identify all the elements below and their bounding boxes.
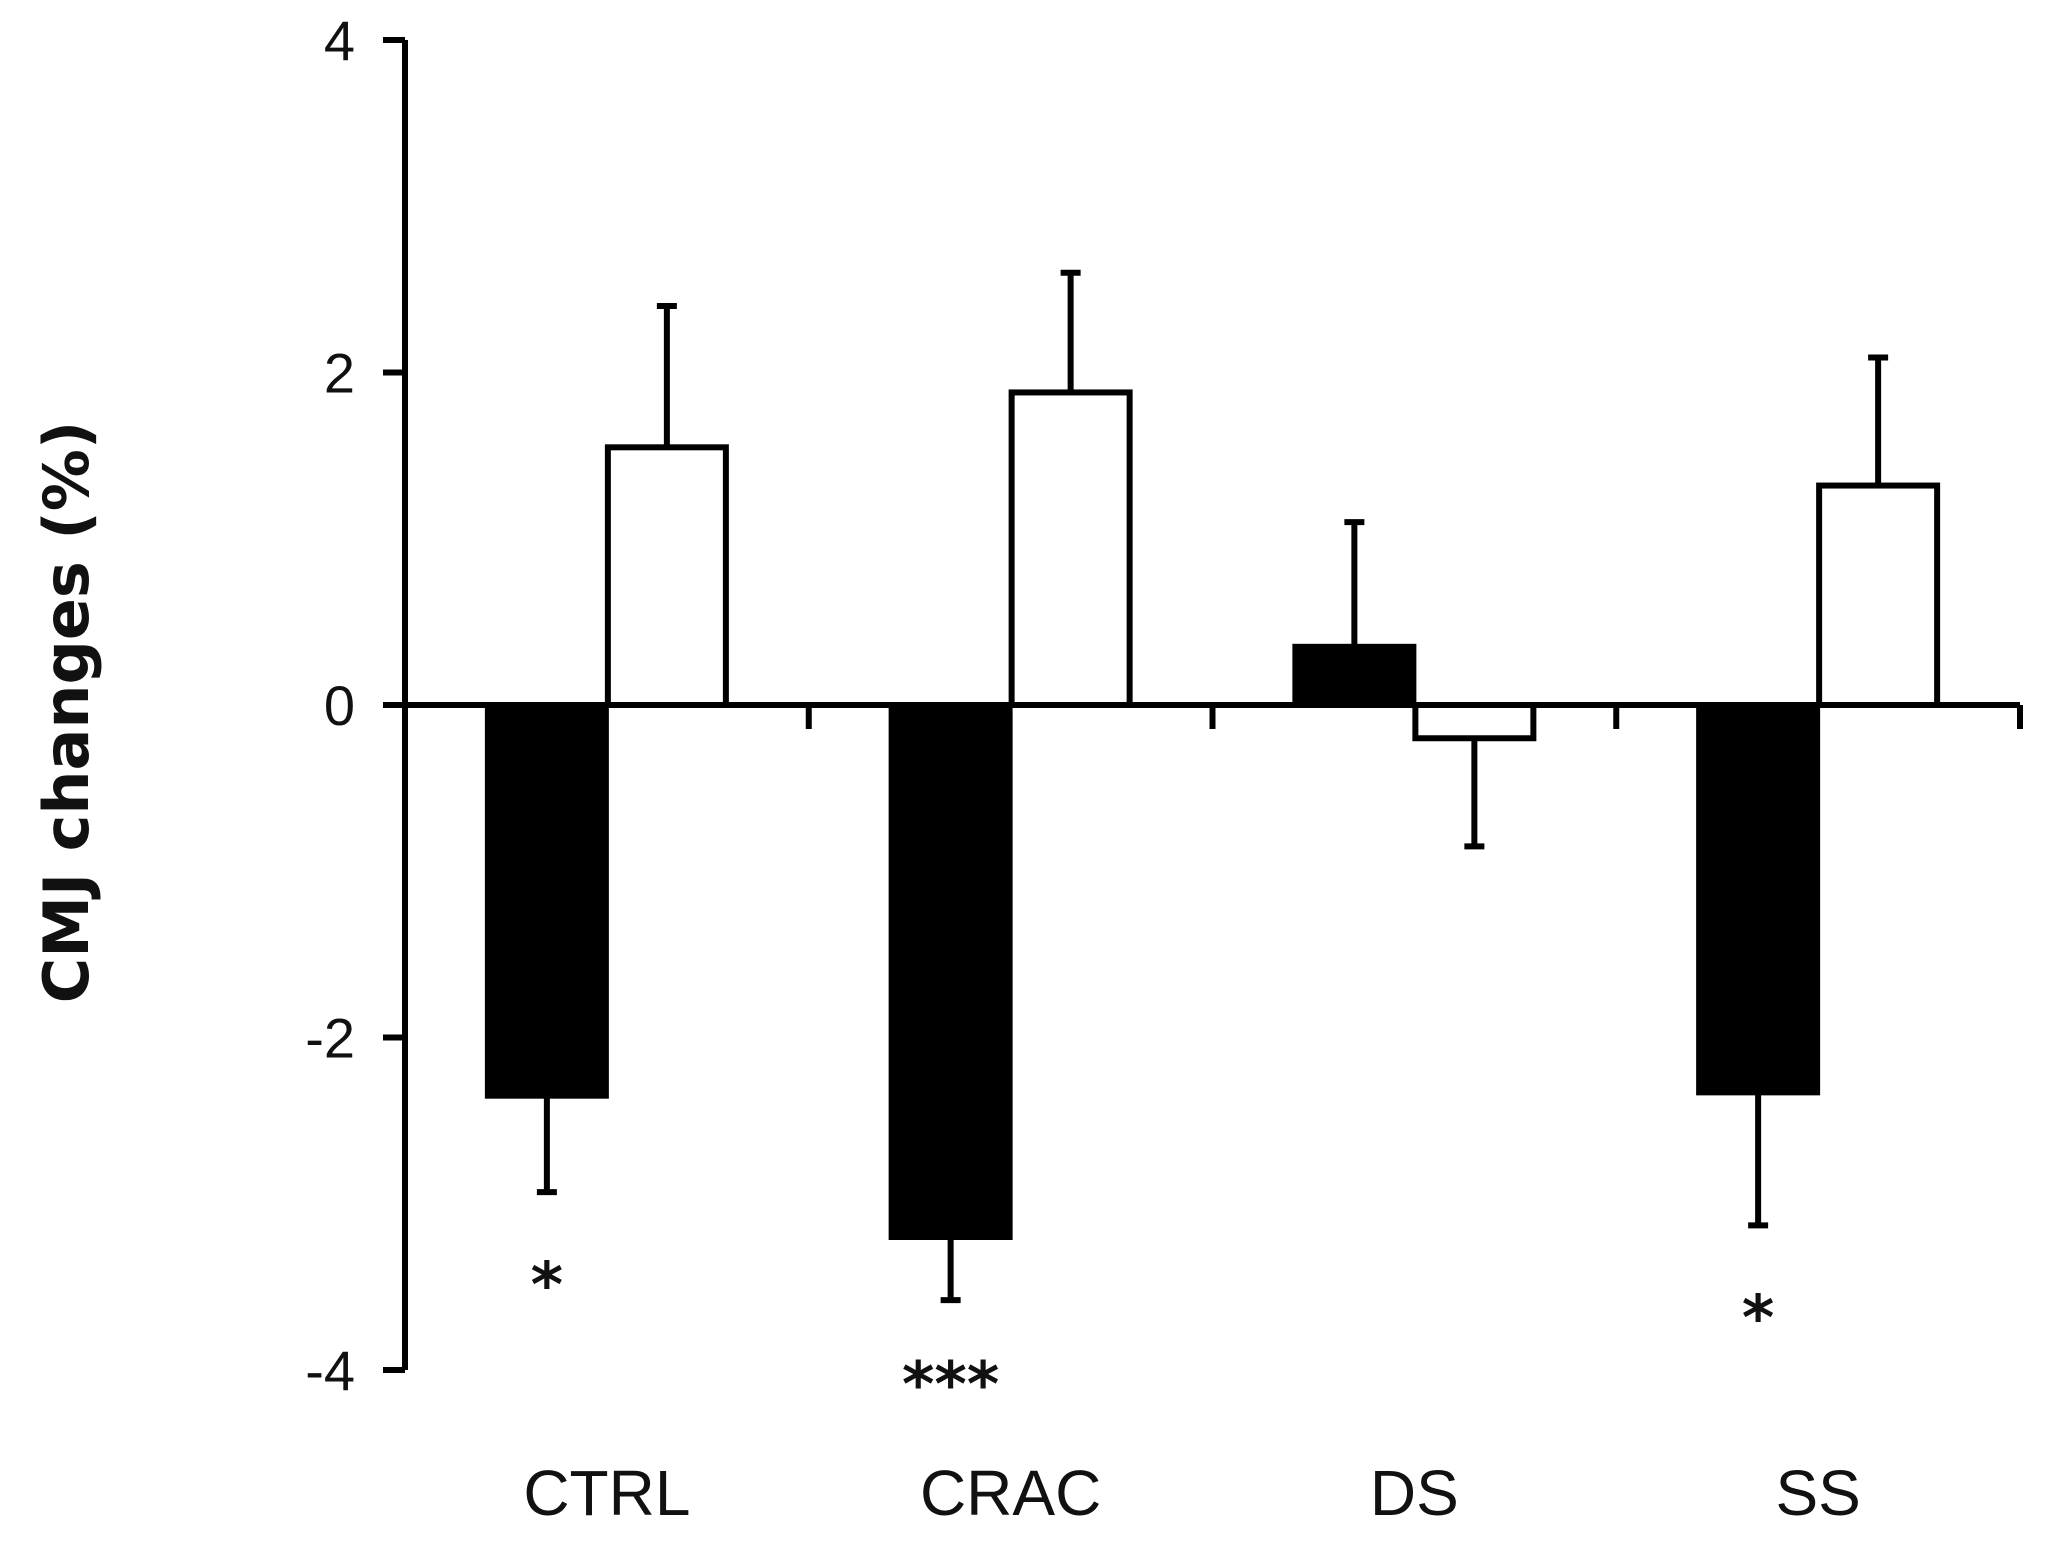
bar-series-2-ds xyxy=(1412,702,1537,742)
y-tick-label: 0 xyxy=(324,674,355,737)
bar-series-2-ss xyxy=(1816,482,1941,708)
bars xyxy=(484,269,1941,1304)
bar-series-1-ss xyxy=(1696,702,1821,1096)
y-axis-title: CMJ changes (%) xyxy=(30,421,103,1003)
x-category-label-crac: CRAC xyxy=(920,1457,1101,1529)
bar-series-1-ds xyxy=(1292,643,1417,708)
significance-marker-crac: *** xyxy=(902,1348,999,1421)
y-tick-label: 2 xyxy=(324,342,355,405)
annotations: ***** xyxy=(531,1248,1775,1421)
x-category-label-ctrl: CTRL xyxy=(523,1457,690,1529)
x-axis: CTRL CRAC DS SS xyxy=(405,702,2023,1529)
x-category-label-ds: DS xyxy=(1370,1457,1459,1529)
y-axis: 4 2 0 -2 -4 xyxy=(305,9,408,1402)
bar-series-2-crac xyxy=(1008,389,1133,708)
y-tick-label: 4 xyxy=(324,9,355,72)
x-category-label-ss: SS xyxy=(1775,1457,1860,1529)
significance-marker-ss: * xyxy=(1742,1282,1774,1355)
bar-series-2-ctrl xyxy=(604,444,729,708)
y-tick-label: -4 xyxy=(305,1339,355,1402)
y-tick-label: -2 xyxy=(305,1007,355,1070)
bar-series-1-crac xyxy=(888,702,1013,1240)
bar-series-1-ctrl xyxy=(484,702,609,1099)
significance-marker-ctrl: * xyxy=(531,1248,563,1321)
